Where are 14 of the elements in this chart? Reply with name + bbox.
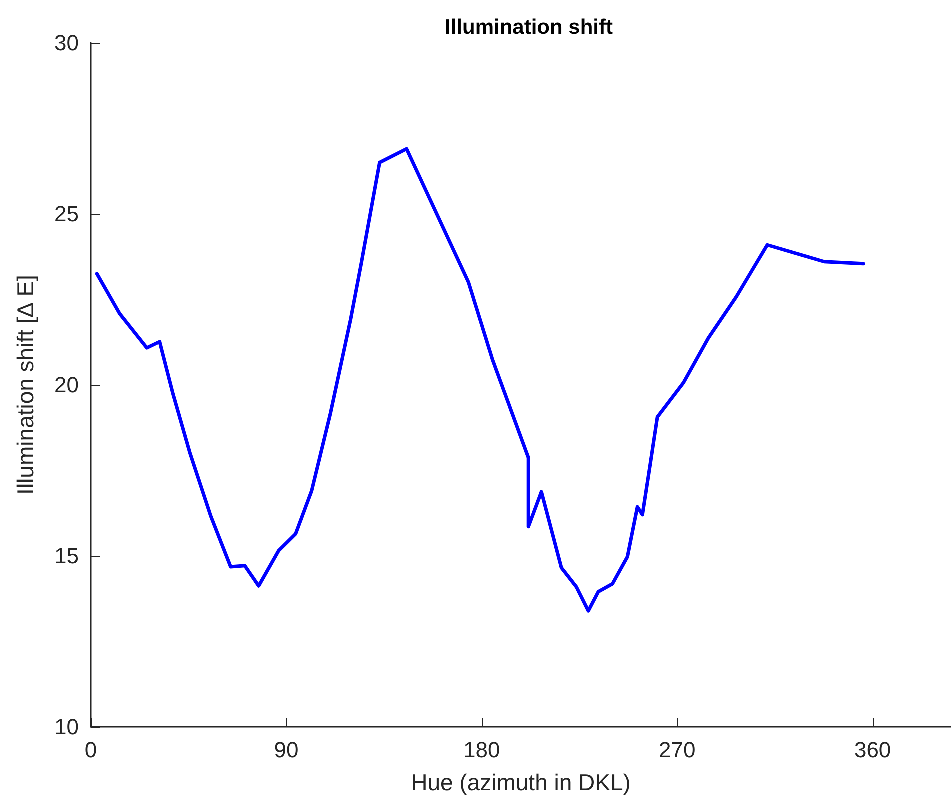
x-tick-label: 0 (84, 738, 98, 762)
y-tick-label: 25 (54, 202, 79, 226)
x-tick-label: 270 (659, 738, 696, 762)
y-tick-label: 20 (54, 372, 79, 398)
chart-title: Illumination shift (445, 16, 613, 39)
y-tick-label: 10 (54, 714, 79, 740)
x-tick-label: 180 (464, 738, 500, 762)
y-axis-title: Illumination shift [∆ E] (12, 275, 38, 495)
x-tick-label: 360 (854, 738, 892, 762)
line-series (95, 147, 866, 613)
x-axis-title: Hue (azimuth in DKL) (411, 770, 631, 796)
x-tick-label: 90 (274, 738, 299, 762)
y-tick-label: 15 (54, 544, 79, 568)
y-tick-label: 30 (54, 30, 79, 56)
